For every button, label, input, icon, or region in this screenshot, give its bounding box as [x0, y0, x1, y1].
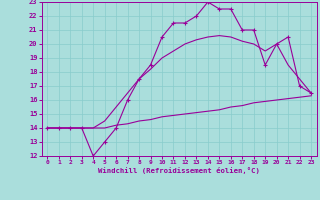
X-axis label: Windchill (Refroidissement éolien,°C): Windchill (Refroidissement éolien,°C) [98, 167, 260, 174]
